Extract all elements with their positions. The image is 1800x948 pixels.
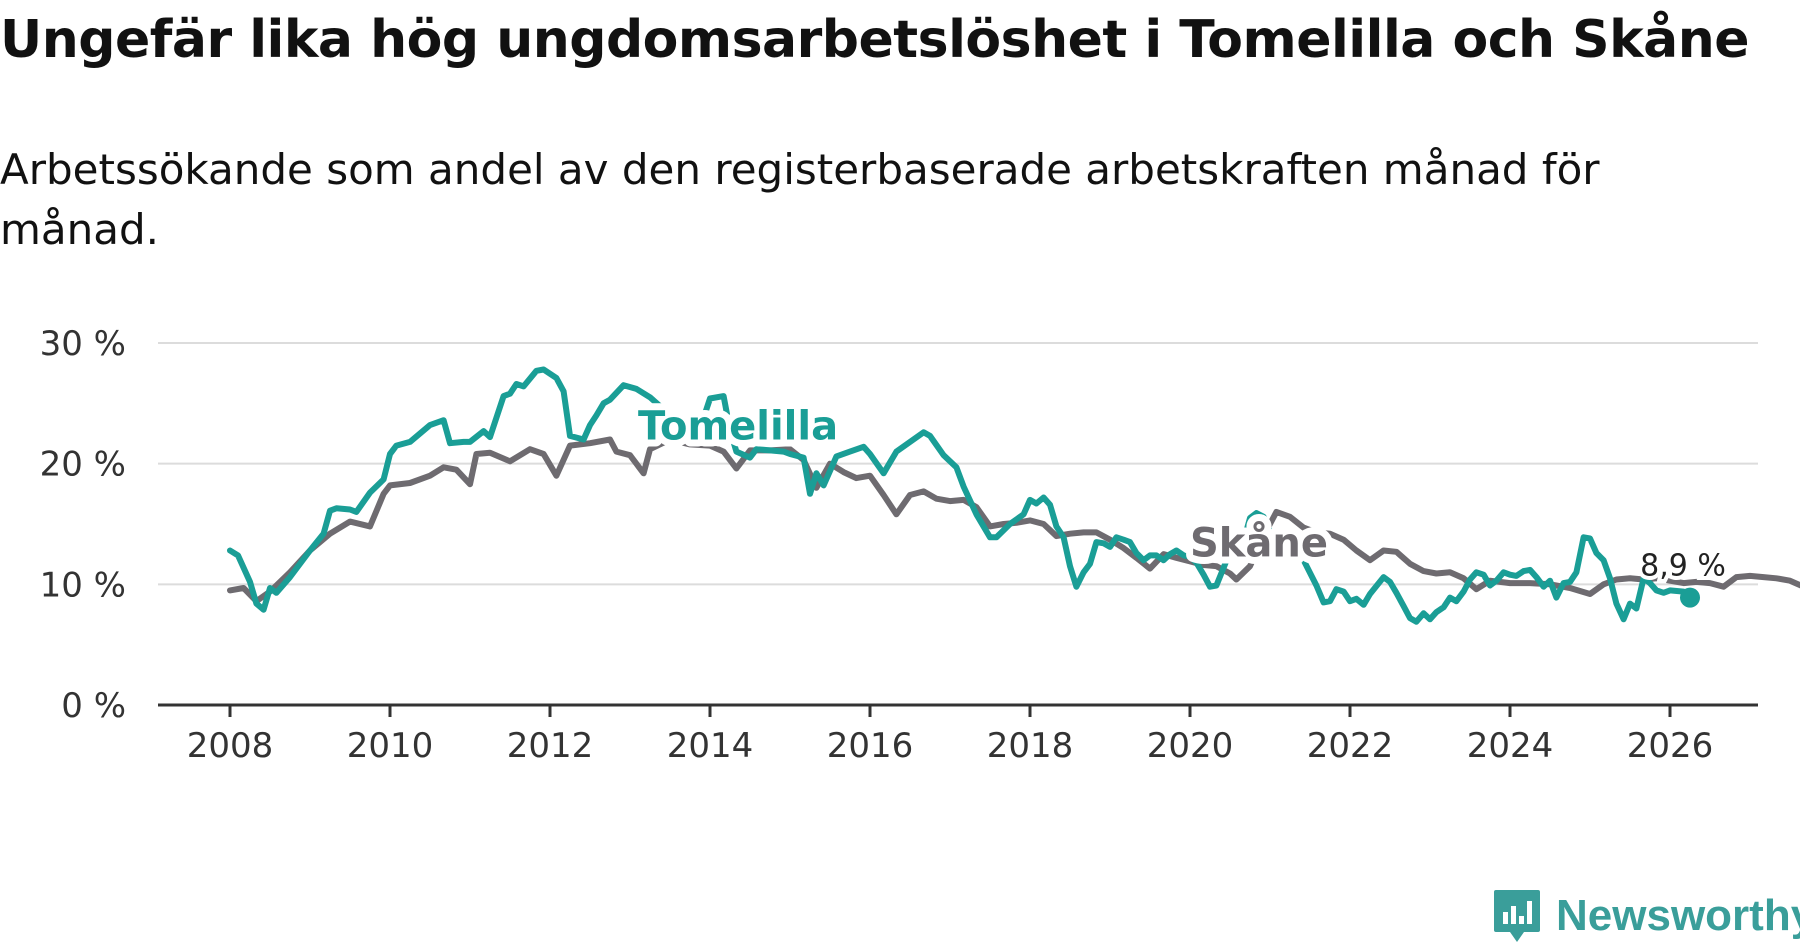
- x-tick-label: 2020: [1147, 726, 1234, 766]
- x-tick-label: 2016: [827, 726, 914, 766]
- newsworthy-logo-icon: [1494, 890, 1540, 942]
- series-label-skne: Skåne: [1190, 520, 1328, 567]
- series-label-tomelilla: Tomelilla: [638, 404, 838, 450]
- brand[interactable]: Newsworthy: [1492, 888, 1800, 944]
- x-tick-label: 2012: [507, 726, 594, 766]
- x-tick-label: 2014: [667, 726, 754, 766]
- y-tick-label: 0 %: [61, 686, 126, 726]
- grid-layer: 0 % 10 % 20 % 30 % 2008 2010 2012 2014 2016 2018 2…: [40, 324, 1758, 766]
- x-tick-label: 2008: [187, 726, 274, 766]
- series-layer: [227, 366, 1800, 625]
- end-value-label: 8,9 %: [1640, 549, 1726, 584]
- chart-subtitle: Arbetssökande som andel av den registerb…: [0, 145, 1600, 254]
- series-line-skne: [227, 436, 1800, 605]
- end-point-marker: [1680, 587, 1700, 608]
- x-tick-label: 2018: [987, 726, 1074, 766]
- y-tick-label: 10 %: [40, 565, 126, 605]
- x-tick-label: 2024: [1467, 726, 1554, 766]
- chart-title: Ungefär lika hög ungdomsarbetslöshet i T…: [0, 10, 1750, 70]
- brand-name: Newsworthy: [1556, 891, 1800, 940]
- label-layer: Skåne Tomelilla 8,9 %: [631, 397, 1730, 608]
- series-line-tomelilla: [227, 366, 1693, 625]
- y-tick-label: 30 %: [40, 324, 126, 364]
- x-tick-label: 2010: [347, 726, 434, 766]
- x-tick-label: 2026: [1627, 726, 1714, 766]
- y-tick-label: 20 %: [40, 445, 126, 485]
- x-tick-label: 2022: [1307, 726, 1394, 766]
